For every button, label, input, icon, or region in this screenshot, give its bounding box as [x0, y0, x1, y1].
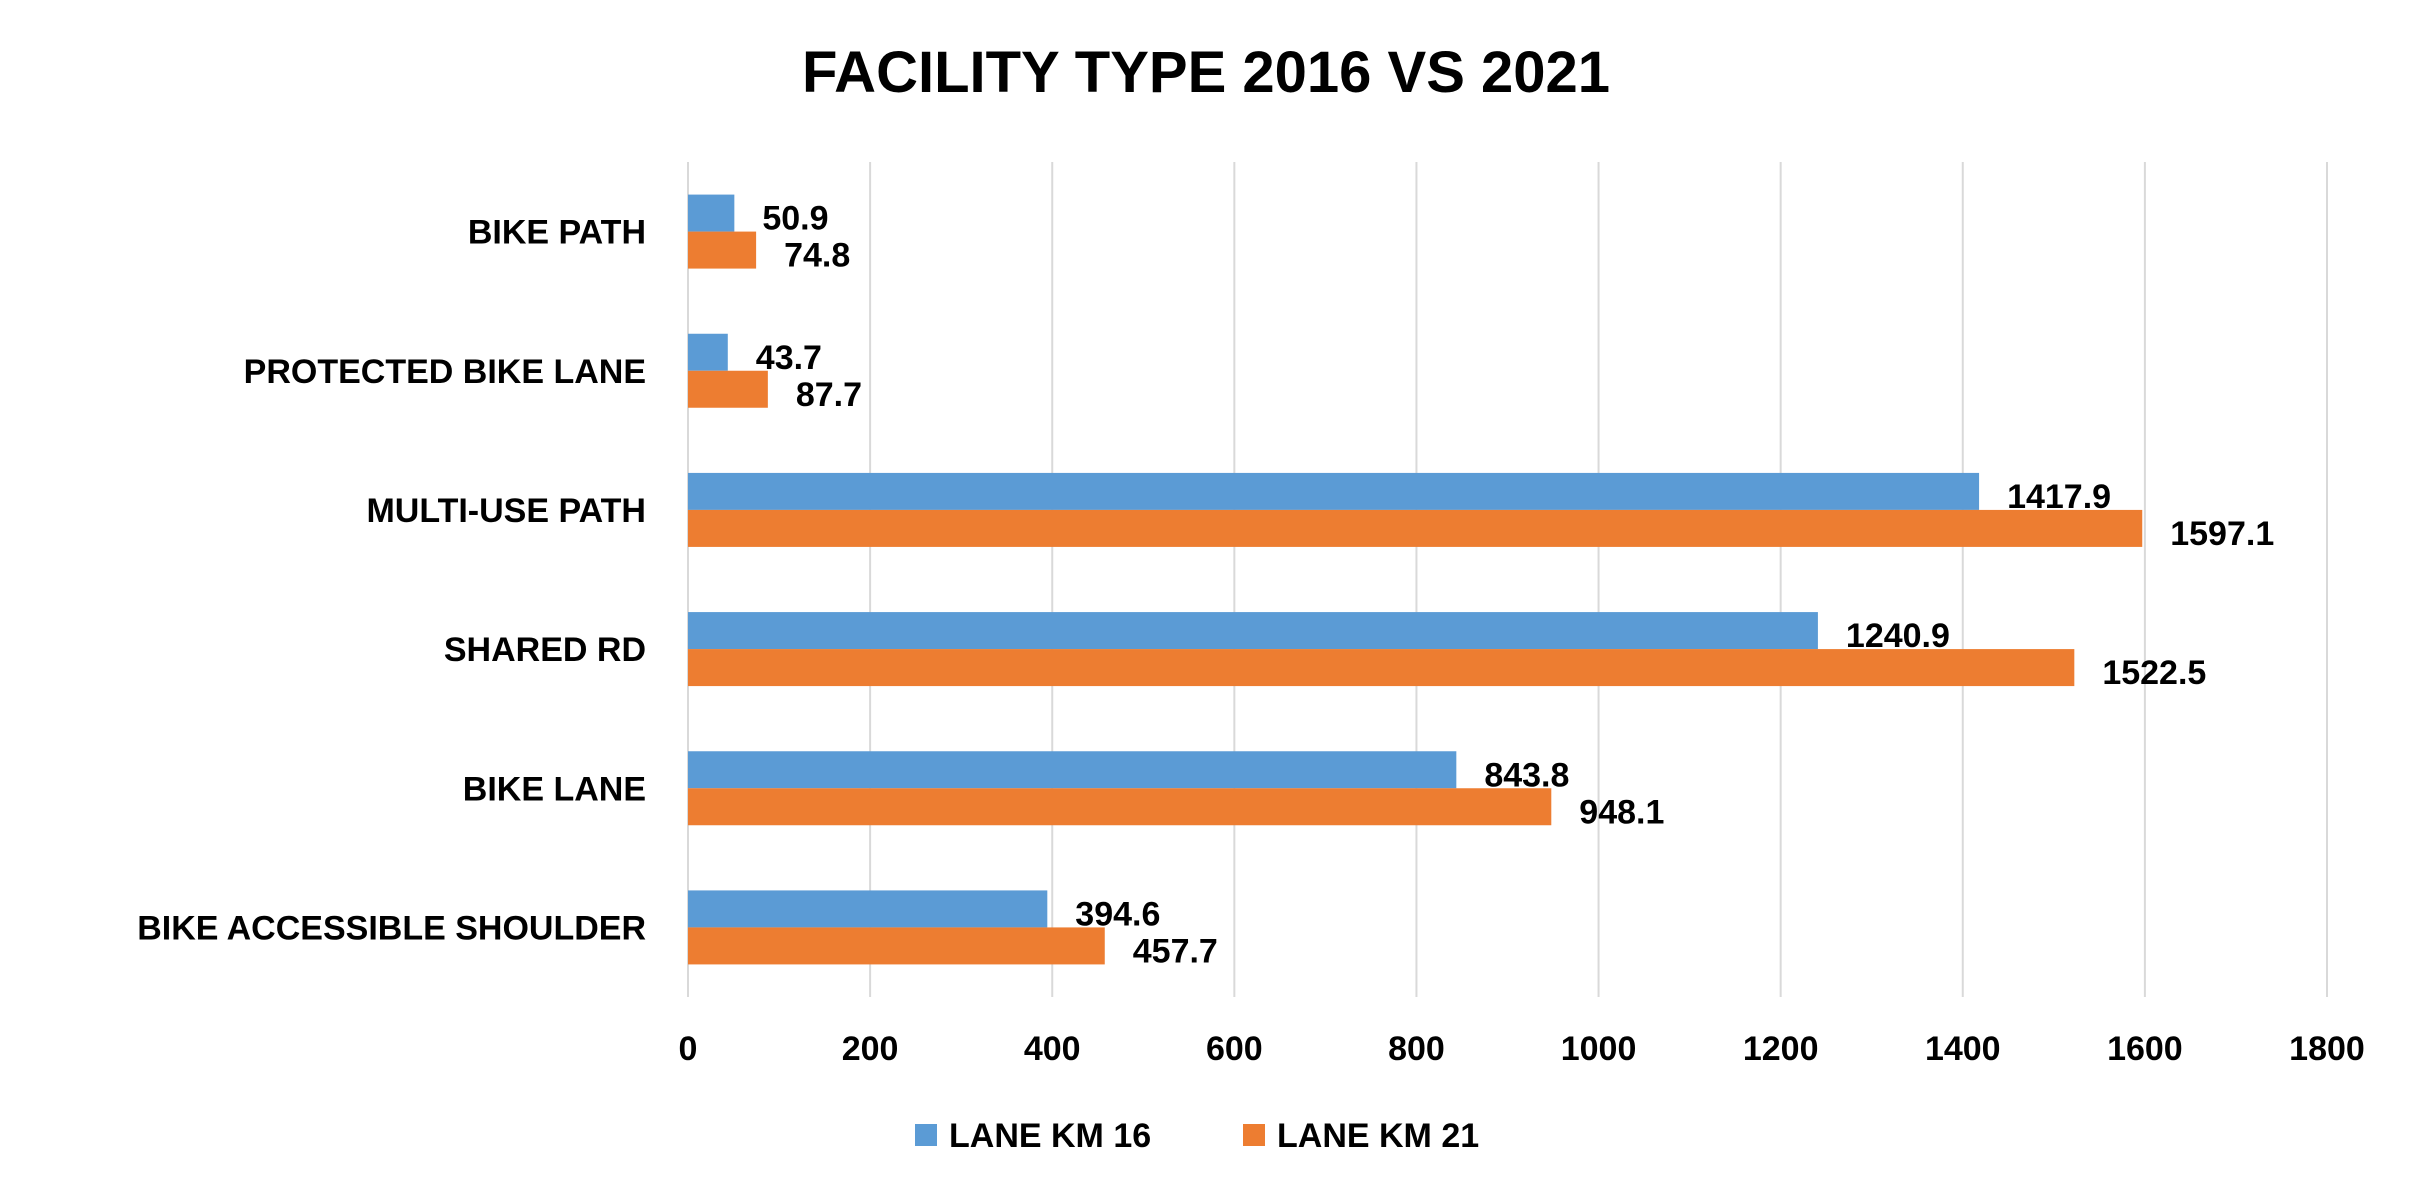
x-tick-label: 600 [1206, 1030, 1263, 1068]
bar-lane-km-16 [688, 194, 735, 232]
bar-lane-km-16 [688, 472, 1980, 510]
data-label: 843.8 [1484, 756, 1569, 794]
bar-lane-km-21 [688, 370, 768, 408]
x-tick-label: 1800 [2289, 1030, 2365, 1068]
legend-label: LANE KM 21 [1277, 1117, 1479, 1155]
bars: 50.974.8 43.787.7 1417.9 1597.1 1240.9 1522.5… [688, 194, 2274, 970]
gridlines [687, 162, 2328, 997]
data-label: 1417.9 [2007, 478, 2111, 516]
x-tick-label: 800 [1388, 1030, 1445, 1068]
data-label: 74.8 [784, 237, 850, 275]
category-label: BIKE PATH [468, 214, 646, 252]
data-label: 457.7 [1133, 932, 1218, 970]
x-tick-label: 400 [1024, 1030, 1081, 1068]
legend-label: LANE KM 16 [949, 1117, 1151, 1155]
data-label: 1597.1 [2170, 515, 2274, 553]
bar-lane-km-21 [688, 509, 2143, 547]
bar-lane-km-16 [688, 612, 1818, 650]
data-label: 1522.5 [2102, 654, 2206, 692]
bar-lane-km-16 [688, 751, 1457, 789]
data-label: 87.7 [796, 376, 862, 414]
data-label: 43.7 [756, 339, 822, 377]
bar-lane-km-21 [688, 788, 1552, 826]
bar-lane-km-21 [688, 649, 2075, 687]
x-tick-label: 0 [679, 1030, 698, 1068]
category-label: PROTECTED BIKE LANE [244, 353, 646, 391]
category-labels: BIKE PATH PROTECTED BIKE LANE MULTI-USE PA… [137, 214, 646, 948]
x-tick-labels: 0 200 400 600 800 1000 1200 1400 1600 1800 [679, 1030, 2365, 1068]
data-label: 1240.9 [1846, 617, 1950, 655]
x-tick-label: 200 [842, 1030, 899, 1068]
bar-lane-km-21 [688, 927, 1105, 965]
x-tick-label: 1200 [1743, 1030, 1819, 1068]
data-label: 394.6 [1075, 895, 1160, 933]
bar-lane-km-21 [688, 231, 757, 269]
category-label: BIKE ACCESSIBLE SHOULDER [137, 909, 646, 947]
category-label: BIKE LANE [463, 770, 646, 808]
data-label: 50.9 [762, 200, 828, 238]
x-tick-label: 1000 [1561, 1030, 1637, 1068]
legend-swatch [1243, 1124, 1265, 1146]
legend-swatch [915, 1124, 937, 1146]
bar-lane-km-16 [688, 890, 1048, 928]
x-tick-label: 1400 [1925, 1030, 2001, 1068]
legend: LANE KM 16 LANE KM 21 [915, 1117, 1479, 1155]
bar-lane-km-16 [688, 333, 728, 371]
category-label: SHARED RD [444, 631, 646, 669]
data-label: 948.1 [1579, 793, 1664, 831]
chart-title: FACILITY TYPE 2016 VS 2021 [802, 40, 1610, 105]
category-label: MULTI-USE PATH [366, 492, 646, 530]
x-tick-label: 1600 [2107, 1030, 2183, 1068]
